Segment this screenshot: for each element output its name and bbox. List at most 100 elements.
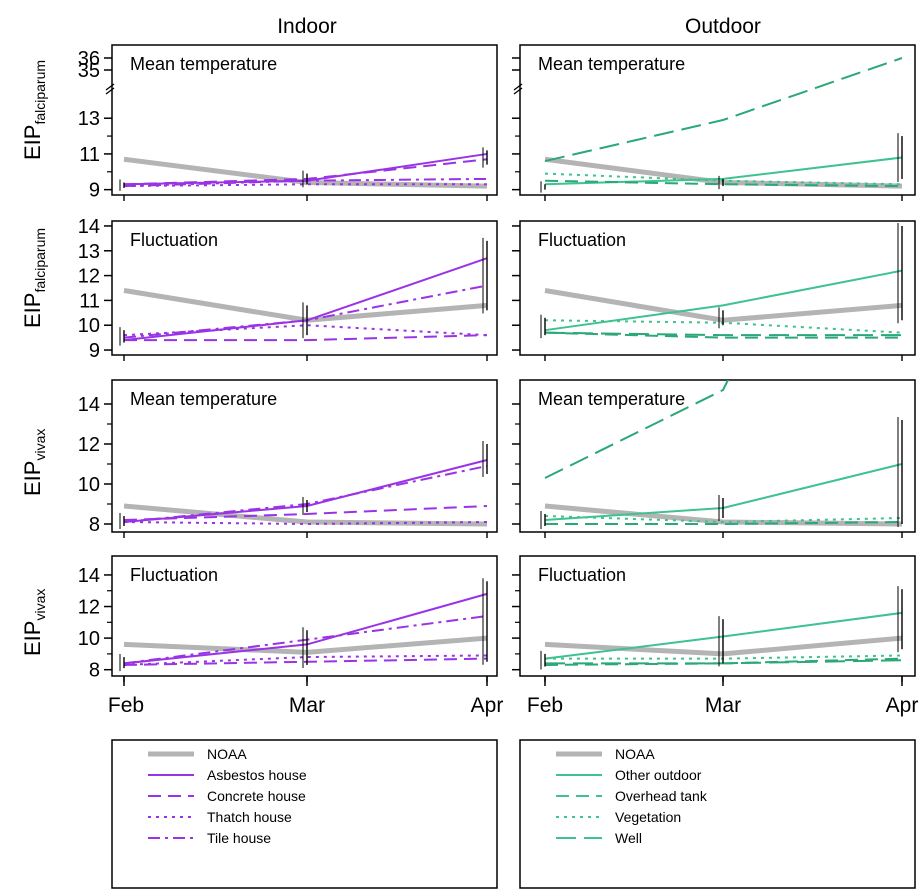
y-tick-label: 8 xyxy=(89,514,100,536)
y-axis xyxy=(512,574,520,671)
series-group xyxy=(540,586,903,670)
panel-frame xyxy=(519,379,916,533)
y-axis-label: EIPvivax xyxy=(20,589,48,656)
panel-label: Fluctuation xyxy=(538,230,626,250)
panel-outdoor-row-3: Fluctuation xyxy=(512,555,916,682)
panel-outdoor-row-1: Fluctuation xyxy=(512,220,916,361)
y-tick-label: 10 xyxy=(78,628,100,650)
panel-outdoor-row-2: Mean temperature xyxy=(512,379,916,538)
y-axis: 8 10 12 14 xyxy=(78,565,112,682)
y-tick-label: 12 xyxy=(78,266,100,288)
y-axis-label-main: EIP xyxy=(20,293,45,328)
panel-label: Fluctuation xyxy=(130,565,218,585)
x-tick-label: Feb xyxy=(527,694,563,717)
x-tick-label: Mar xyxy=(289,694,325,717)
legend-label: Vegetation xyxy=(615,809,681,825)
legend-label: Overhead tank xyxy=(615,788,708,804)
y-tick-label: 13 xyxy=(78,108,100,130)
panel-outdoor-row-0: Mean temperature xyxy=(512,44,916,201)
legend-box xyxy=(519,739,916,889)
panel-label: Fluctuation xyxy=(130,230,218,250)
legend-label: Well xyxy=(615,830,642,846)
panel-frame xyxy=(111,555,498,677)
y-tick-label: 12 xyxy=(78,597,100,619)
y-tick-label: 10 xyxy=(78,315,100,337)
y-axis: 8 10 12 14 xyxy=(78,394,112,536)
y-tick-label: 14 xyxy=(78,394,100,416)
y-tick-label: 14 xyxy=(78,216,100,238)
legend-label: NOAA xyxy=(207,746,247,762)
legends: NOAA Asbestos house Concrete house Thatch h… xyxy=(111,739,916,889)
y-axis-label-subscript: falciparum xyxy=(32,228,48,293)
series-group xyxy=(119,237,488,346)
y-axis-label: EIPvivax xyxy=(20,429,48,496)
y-tick-label: 11 xyxy=(79,290,100,312)
panel-label: Mean temperature xyxy=(538,54,685,74)
panel-frame xyxy=(111,44,498,196)
series-line-tile-house xyxy=(123,615,488,665)
series-line-noaa xyxy=(123,288,488,323)
legend-label: Tile house xyxy=(207,830,271,846)
y-axis xyxy=(512,225,520,351)
y-axis-label-subscript: falciparum xyxy=(32,60,48,125)
panel-frame xyxy=(111,379,498,533)
series-line-noaa xyxy=(123,156,488,189)
x-tick-label: Apr xyxy=(886,694,919,717)
series-line-well xyxy=(544,331,902,337)
panel-label: Mean temperature xyxy=(538,389,685,409)
y-tick-label: 14 xyxy=(78,565,100,587)
series-group xyxy=(119,441,488,529)
panel-label: Fluctuation xyxy=(538,565,626,585)
legend-label: Thatch house xyxy=(207,809,292,825)
panel-label: Mean temperature xyxy=(130,54,277,74)
y-axis xyxy=(512,57,523,191)
series-line-well xyxy=(544,380,730,479)
legend-label: Asbestos house xyxy=(207,767,307,783)
y-tick-label: 13 xyxy=(78,241,100,263)
series-line-other-outdoor xyxy=(544,269,903,332)
panel-indoor-row-3: 8 10 12 14 EIPvivax Fluctuation xyxy=(20,555,498,682)
legend-outdoor: NOAA Other outdoor Overhead tank Vegetation… xyxy=(519,739,916,889)
panel-indoor-row-2: 8 10 12 14 EIPvivax Mean temperature xyxy=(20,379,498,538)
y-axis-label: EIPfalciparum xyxy=(20,60,48,160)
series-line-concrete-house xyxy=(123,657,488,666)
series-line-concrete-house xyxy=(123,505,488,521)
legend-indoor: NOAA Asbestos house Concrete house Thatch h… xyxy=(111,739,498,889)
y-axis-label-main: EIP xyxy=(20,621,45,656)
y-axis-label-main: EIP xyxy=(20,461,45,496)
panel-frame xyxy=(519,220,916,356)
series-line-vegetation xyxy=(544,515,903,524)
y-tick-label: 36 xyxy=(78,48,100,70)
y-tick-label: 35 xyxy=(78,60,100,82)
series-group xyxy=(540,222,903,339)
y-axis-label-main: EIP xyxy=(20,125,45,160)
y-tick-label: 10 xyxy=(78,474,100,496)
series-line-concrete-house xyxy=(124,334,488,342)
y-tick-label: 9 xyxy=(89,180,100,202)
series-group xyxy=(540,380,903,529)
y-axis-label-subscript: vivax xyxy=(32,589,48,621)
x-tick-label: Feb xyxy=(108,694,144,717)
column-title-outdoor: Outdoor xyxy=(685,15,761,38)
y-axis-label-subscript: vivax xyxy=(32,429,48,461)
x-tick-label: Mar xyxy=(705,694,741,717)
series-line-noaa xyxy=(123,503,488,527)
series-line-well xyxy=(544,57,903,163)
series-group xyxy=(119,578,488,672)
panel-frame xyxy=(111,220,498,356)
legend-box xyxy=(111,739,498,889)
axis-break-mark xyxy=(105,83,115,95)
y-axis-label: EIPfalciparum xyxy=(20,228,48,328)
column-titles: Indoor Outdoor xyxy=(277,15,761,38)
legend-label: Other outdoor xyxy=(615,767,702,783)
panel-frame xyxy=(519,44,916,196)
column-title-indoor: Indoor xyxy=(277,15,337,38)
panel-label: Mean temperature xyxy=(130,389,277,409)
x-axes: Feb Mar Apr Feb Mar Apr xyxy=(108,676,918,717)
